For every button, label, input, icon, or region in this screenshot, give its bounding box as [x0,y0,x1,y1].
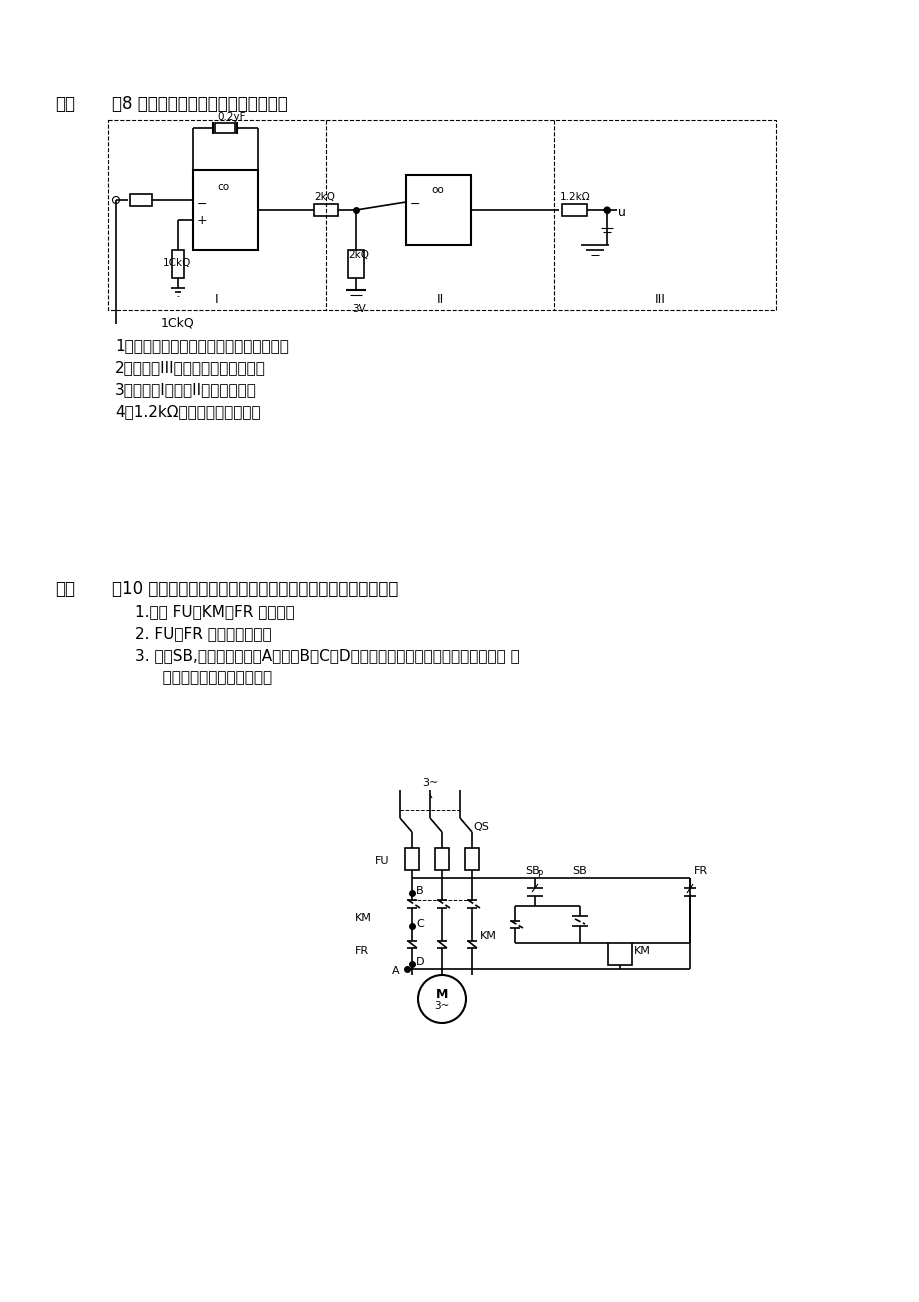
Text: oo: oo [431,185,444,195]
Bar [607,943,631,965]
Text: 2kQ: 2kQ [313,191,335,202]
Text: co: co [217,182,229,191]
Bar [404,848,418,870]
Text: 六、: 六、 [55,579,75,598]
Bar [562,204,586,216]
Text: B: B [415,885,423,896]
Bar [464,848,479,870]
Text: u: u [618,206,625,219]
Text: 1CkQ: 1CkQ [161,316,195,329]
Bar [347,250,364,279]
Text: FR: FR [355,947,369,956]
Bar [108,120,775,310]
Text: KM: KM [480,931,496,941]
Bar [435,848,448,870]
Text: III: III [653,293,664,306]
Text: +: + [197,214,208,227]
Text: （8 分）观察下电路，回答下面问题：: （8 分）观察下电路，回答下面问题： [112,95,288,113]
Text: I: I [215,293,219,306]
Text: −: − [197,198,208,211]
Text: 2. FU，FR 的作用是什么？: 2. FU，FR 的作用是什么？ [135,626,271,641]
Text: D: D [415,957,424,967]
Bar [130,194,152,206]
Text: M: M [436,987,448,1000]
Text: 点，说出不能相接的原因。: 点，说出不能相接的原因。 [148,671,272,685]
Text: SB: SB [525,866,539,876]
Text: 2kQ: 2kQ [347,250,369,260]
Bar [215,122,234,133]
Text: 3．写出第I框，第II框电路名称。: 3．写出第I框，第II框电路名称。 [115,381,256,397]
Text: KM: KM [633,947,650,956]
Text: 3~: 3~ [434,1001,449,1010]
Text: FR: FR [693,866,708,876]
Text: C: C [415,919,424,930]
Text: 3~: 3~ [422,779,437,788]
Text: −: − [410,198,420,211]
Text: 1.写出 FU，KM，FR 的名称。: 1.写出 FU，KM，FR 的名称。 [135,604,294,618]
Bar [313,204,337,216]
Text: （10 分）图示是一个三相异步电动机直接起动控制电路。回答: （10 分）图示是一个三相异步电动机直接起动控制电路。回答 [112,579,398,598]
Text: 3V: 3V [352,303,366,314]
Text: FU: FU [375,855,389,866]
Text: A: A [391,966,399,976]
Text: 3. 按下SB,电机若能运转，A必须和B，C，D中的那点相接？不能相接的两点中选择 一: 3. 按下SB,电机若能运转，A必须和B，C，D中的那点相接？不能相接的两点中选… [135,648,519,663]
Text: 1CkQ: 1CkQ [163,258,191,268]
Text: 五、: 五、 [55,95,75,113]
Text: KM: KM [355,913,371,923]
Bar [172,250,184,279]
Text: 0.2yF: 0.2yF [217,112,245,122]
Text: SB: SB [572,866,586,876]
Text: P: P [537,870,541,879]
Text: 1.2kΩ: 1.2kΩ [560,191,590,202]
Text: 4．1.2kΩ电阻的作用是什么？: 4．1.2kΩ电阻的作用是什么？ [115,404,260,419]
Bar [193,171,257,250]
Text: QS: QS [472,822,488,832]
Text: 1．写出电路中所用集成电路器件的名称。: 1．写出电路中所用集成电路器件的名称。 [115,339,289,353]
Text: 2．写出第III框中半导体器件名称。: 2．写出第III框中半导体器件名称。 [115,359,266,375]
Text: II: II [436,293,443,306]
Bar [405,174,471,245]
